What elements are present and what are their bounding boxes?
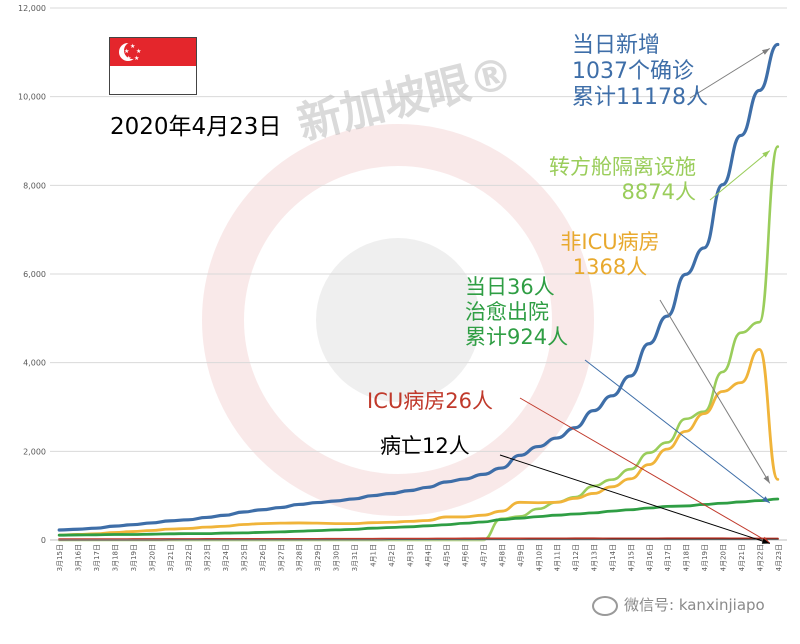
watermark-ring bbox=[202, 124, 594, 516]
y-tick-label: 4,000 bbox=[23, 359, 46, 368]
x-tick-label: 3月23日 bbox=[204, 544, 212, 571]
y-tick-label: 8,000 bbox=[23, 181, 46, 190]
x-tick-label: 3月27日 bbox=[277, 544, 285, 571]
y-tick-label: 0 bbox=[41, 536, 46, 545]
pointer-head-ward bbox=[763, 475, 770, 484]
x-tick-label: 4月16日 bbox=[646, 544, 654, 571]
x-tick-label: 4月21日 bbox=[738, 544, 746, 571]
death-line-1: 病亡12人 bbox=[380, 434, 470, 458]
x-tick-label: 4月8日 bbox=[498, 544, 506, 567]
isolation-line-2: 8874人 bbox=[621, 179, 696, 204]
report-date: 2020年4月23日 bbox=[110, 114, 282, 140]
x-tick-label: 3月15日 bbox=[56, 544, 64, 571]
y-tick-label: 6,000 bbox=[23, 270, 46, 279]
pointer-isolation bbox=[709, 150, 771, 201]
x-tick-label: 3月19日 bbox=[130, 544, 138, 571]
isolation-line-1: 转方舱隔离设施 bbox=[549, 155, 696, 179]
x-tick-label: 3月24日 bbox=[222, 544, 230, 571]
y-tick-label: 10,000 bbox=[18, 93, 46, 102]
ward-annotation: 非ICU病房 1368人 bbox=[540, 230, 680, 280]
recovered-line-3: 累计924人 bbox=[465, 324, 569, 349]
recovered-line-1: 当日36人 bbox=[465, 275, 555, 299]
total-cases-annotation: 当日新增 1037个确诊 累计11178人 bbox=[572, 33, 708, 111]
x-tick-label: 4月23日 bbox=[775, 544, 783, 571]
total-line-2: 1037个确诊 bbox=[572, 58, 694, 84]
x-tick-label: 4月10日 bbox=[535, 544, 543, 571]
wechat-label: 微信号: kanxinjiapo bbox=[624, 596, 765, 614]
series-line-total bbox=[57, 42, 780, 532]
death-annotation: 病亡12人 bbox=[380, 434, 470, 459]
x-tick-label: 4月1日 bbox=[369, 544, 377, 567]
x-tick-label: 4月20日 bbox=[720, 544, 728, 571]
x-tick-label: 4月5日 bbox=[443, 544, 451, 567]
x-tick-label: 3月28日 bbox=[296, 544, 304, 571]
pointer-total bbox=[689, 48, 771, 99]
isolation-annotation: 转方舱隔离设施 8874人 bbox=[498, 155, 696, 205]
x-tick-label: 3月31日 bbox=[351, 544, 359, 571]
x-tick-label: 4月22日 bbox=[756, 544, 764, 571]
x-tick-label: 4月18日 bbox=[683, 544, 691, 571]
y-tick-label: 12,000 bbox=[18, 4, 46, 13]
y-tick-label: 2,000 bbox=[23, 447, 46, 456]
x-tick-label: 4月7日 bbox=[480, 544, 488, 567]
x-tick-label: 3月17日 bbox=[93, 544, 101, 571]
x-tick-label: 4月11日 bbox=[554, 544, 562, 571]
total-line-3: 累计11178人 bbox=[572, 84, 708, 110]
x-tick-label: 4月17日 bbox=[664, 544, 672, 571]
total-line-1: 当日新增 bbox=[572, 33, 661, 58]
icu-line-1: ICU病房26人 bbox=[367, 389, 493, 413]
x-tick-label: 4月4日 bbox=[425, 544, 433, 567]
x-tick-label: 4月13日 bbox=[591, 544, 599, 571]
pointer-death bbox=[499, 454, 770, 544]
ward-line-1: 非ICU病房 bbox=[560, 230, 660, 254]
pointer-ward bbox=[659, 299, 771, 484]
x-tick-label: 4月19日 bbox=[701, 544, 709, 571]
pointer-head-death bbox=[761, 538, 770, 544]
pointer-head-isolation bbox=[762, 150, 770, 158]
x-tick-label: 4月2日 bbox=[388, 544, 396, 567]
pointer-recovered bbox=[584, 359, 771, 504]
x-tick-label: 4月9日 bbox=[517, 544, 525, 567]
wechat-id: 微信号: kanxinjiapo bbox=[592, 594, 765, 616]
icu-annotation: ICU病房26人 bbox=[367, 389, 493, 414]
x-tick-label: 4月3日 bbox=[406, 544, 414, 567]
x-tick-label: 3月30日 bbox=[333, 544, 341, 571]
ward-line-2: 1368人 bbox=[572, 254, 648, 279]
recovered-line-2: 治愈出院 bbox=[465, 299, 549, 324]
x-tick-label: 3月20日 bbox=[148, 544, 156, 571]
x-tick-label: 4月14日 bbox=[609, 544, 617, 571]
x-tick-label: 3月21日 bbox=[167, 544, 175, 571]
x-tick-label: 3月25日 bbox=[240, 544, 248, 571]
pointer-head-recovered bbox=[762, 496, 770, 504]
x-tick-label: 4月15日 bbox=[627, 544, 635, 571]
watermark-center bbox=[316, 238, 480, 402]
x-tick-label: 3月18日 bbox=[111, 544, 119, 571]
x-tick-label: 4月12日 bbox=[572, 544, 580, 571]
singapore-flag-icon: ★ ★ ★ ★ ★ bbox=[109, 37, 197, 95]
recovered-annotation: 当日36人 治愈出院 累计924人 bbox=[465, 275, 568, 349]
pointer-head-total bbox=[761, 48, 770, 55]
wechat-icon bbox=[592, 595, 618, 616]
x-tick-label: 3月26日 bbox=[259, 544, 267, 571]
x-tick-label: 4月6日 bbox=[462, 544, 470, 567]
series-line-ward bbox=[57, 347, 780, 537]
x-tick-label: 3月29日 bbox=[314, 544, 322, 571]
x-tick-label: 3月22日 bbox=[185, 544, 193, 571]
x-tick-label: 3月16日 bbox=[75, 544, 83, 571]
pointer-icu bbox=[519, 397, 771, 544]
